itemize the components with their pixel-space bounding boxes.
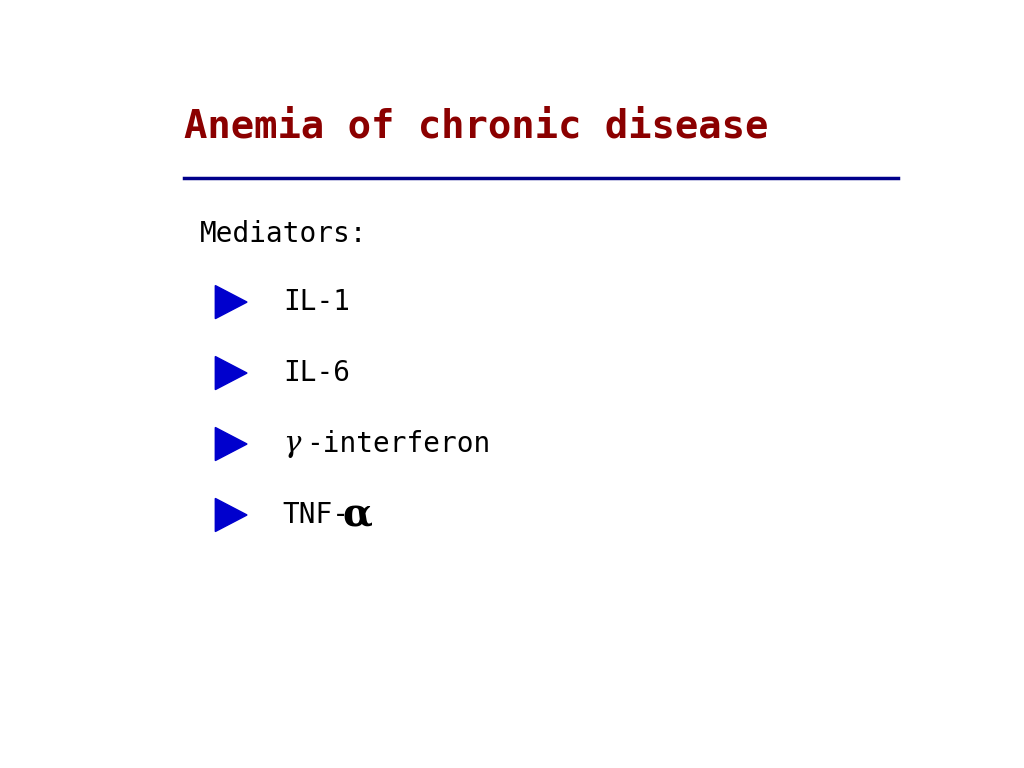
Text: γ: γ — [283, 430, 300, 458]
Text: α: α — [342, 496, 372, 534]
Polygon shape — [215, 286, 247, 319]
Text: -interferon: -interferon — [306, 430, 490, 458]
Polygon shape — [215, 498, 247, 531]
Text: IL-6: IL-6 — [283, 359, 350, 387]
Polygon shape — [215, 428, 247, 461]
Text: Anemia of chronic disease: Anemia of chronic disease — [183, 108, 768, 145]
Text: Mediators:: Mediators: — [200, 220, 367, 248]
Text: TNF-: TNF- — [283, 501, 350, 529]
Polygon shape — [215, 356, 247, 389]
Text: IL-1: IL-1 — [283, 288, 350, 316]
